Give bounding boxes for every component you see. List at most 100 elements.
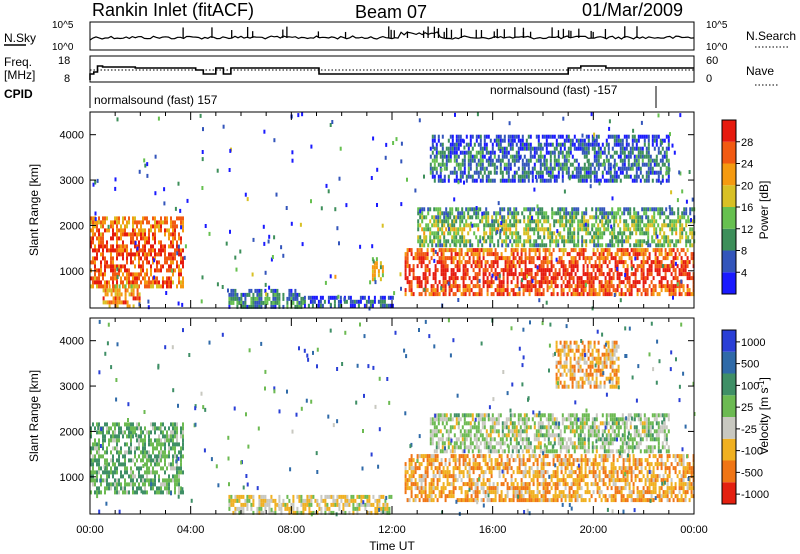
heatmap-cell xyxy=(435,142,438,147)
heatmap-cell xyxy=(457,154,460,159)
heatmap-cell xyxy=(597,146,600,151)
heatmap-cell xyxy=(637,215,640,220)
heatmap-cell xyxy=(166,220,168,225)
heatmap-cell xyxy=(138,470,140,475)
heatmap-cell xyxy=(581,142,584,147)
heatmap-cell xyxy=(128,272,130,277)
heatmap-cell xyxy=(553,134,556,139)
heatmap-cell xyxy=(96,248,98,253)
heatmap-cell xyxy=(668,205,671,210)
heatmap-cell xyxy=(639,166,642,171)
heatmap-cell xyxy=(432,288,435,293)
heatmap-cell xyxy=(152,260,154,265)
heatmap-cell xyxy=(156,268,158,273)
heatmap-cell xyxy=(118,228,120,233)
heatmap-cell xyxy=(134,490,136,495)
heatmap-cell xyxy=(497,223,500,228)
heatmap-cell xyxy=(90,284,92,289)
heatmap-cell xyxy=(608,126,611,131)
heatmap-cell xyxy=(478,272,481,277)
heatmap-cell xyxy=(240,296,243,301)
heatmap-cell xyxy=(440,252,443,257)
heatmap-cell xyxy=(549,158,552,163)
heatmap-cell xyxy=(164,426,166,431)
heatmap-cell xyxy=(130,442,132,447)
heatmap-cell xyxy=(412,458,415,463)
heatmap-cell xyxy=(453,242,456,247)
heatmap-cell xyxy=(532,248,535,253)
heatmap-cell xyxy=(613,227,616,232)
heatmap-cell xyxy=(663,219,666,224)
heatmap-cell xyxy=(300,304,303,309)
heatmap-cell xyxy=(557,158,560,163)
heatmap-cell xyxy=(154,252,156,257)
heatmap-cell xyxy=(302,502,305,507)
heatmap-cell xyxy=(467,223,470,228)
heatmap-cell xyxy=(549,231,552,236)
heatmap-cell xyxy=(575,158,578,163)
heatmap-cell xyxy=(112,224,114,229)
heatmap-cell xyxy=(583,239,586,244)
heatmap-cell xyxy=(599,227,602,232)
heatmap-cell xyxy=(499,178,502,183)
heatmap-cell xyxy=(154,474,156,479)
heatmap-cell xyxy=(650,280,653,285)
heatmap-cell xyxy=(559,235,562,240)
heatmap-cell xyxy=(158,224,160,229)
heatmap-cell xyxy=(414,470,417,475)
heatmap-cell xyxy=(665,154,668,159)
heatmap-cell xyxy=(374,498,377,503)
heatmap-cell xyxy=(144,276,146,281)
heatmap-cell xyxy=(583,162,586,167)
heatmap-cell xyxy=(485,219,488,224)
heatmap-cell xyxy=(453,146,456,151)
heatmap-cell xyxy=(274,300,277,305)
heatmap-cell xyxy=(98,280,100,285)
heatmap-cell xyxy=(665,239,668,244)
heatmap-cell xyxy=(136,478,138,483)
heatmap-cell xyxy=(140,434,142,439)
heatmap-cell xyxy=(686,292,689,297)
heatmap-cell xyxy=(597,231,600,236)
heatmap-cell xyxy=(661,227,664,232)
heatmap-cell xyxy=(300,502,303,507)
heatmap-cell xyxy=(686,276,689,281)
heatmap-cell xyxy=(575,170,578,175)
heatmap-cell xyxy=(447,223,450,228)
heatmap-cell xyxy=(533,243,536,248)
heatmap-cell xyxy=(342,506,345,511)
heatmap-cell xyxy=(408,280,411,285)
heatmap-cell xyxy=(685,211,688,216)
heatmap-cell xyxy=(90,426,92,431)
heatmap-cell xyxy=(569,150,572,155)
heatmap-cell xyxy=(382,502,385,507)
heatmap-cell xyxy=(483,211,486,216)
heatmap-cell xyxy=(669,219,672,224)
heatmap-cell xyxy=(182,446,184,451)
heatmap-cell xyxy=(138,442,140,447)
heatmap-cell xyxy=(625,207,628,212)
heatmap-cell xyxy=(90,220,92,225)
heatmap-cell xyxy=(116,117,119,122)
heatmap-cell xyxy=(263,129,266,134)
heatmap-cell xyxy=(138,228,140,233)
heatmap-cell xyxy=(114,177,117,182)
heatmap-cell xyxy=(431,158,434,163)
heatmap-cell xyxy=(663,162,666,167)
heatmap-cell xyxy=(152,422,154,427)
heatmap-cell xyxy=(670,190,673,195)
heatmap-cell xyxy=(440,272,443,277)
heatmap-cell xyxy=(102,216,104,221)
heatmap-cell xyxy=(136,446,138,451)
heatmap-cell xyxy=(104,268,106,273)
heatmap-cell xyxy=(134,252,136,257)
heatmap-cell xyxy=(458,268,461,273)
heatmap-cell xyxy=(570,284,573,289)
heatmap-cell xyxy=(176,422,178,427)
heatmap-cell xyxy=(569,215,572,220)
heatmap-cell xyxy=(154,446,156,451)
heatmap-cell xyxy=(372,494,375,499)
heatmap-cell xyxy=(345,203,348,208)
heatmap-cell xyxy=(559,215,562,220)
heatmap-cell xyxy=(146,458,148,463)
